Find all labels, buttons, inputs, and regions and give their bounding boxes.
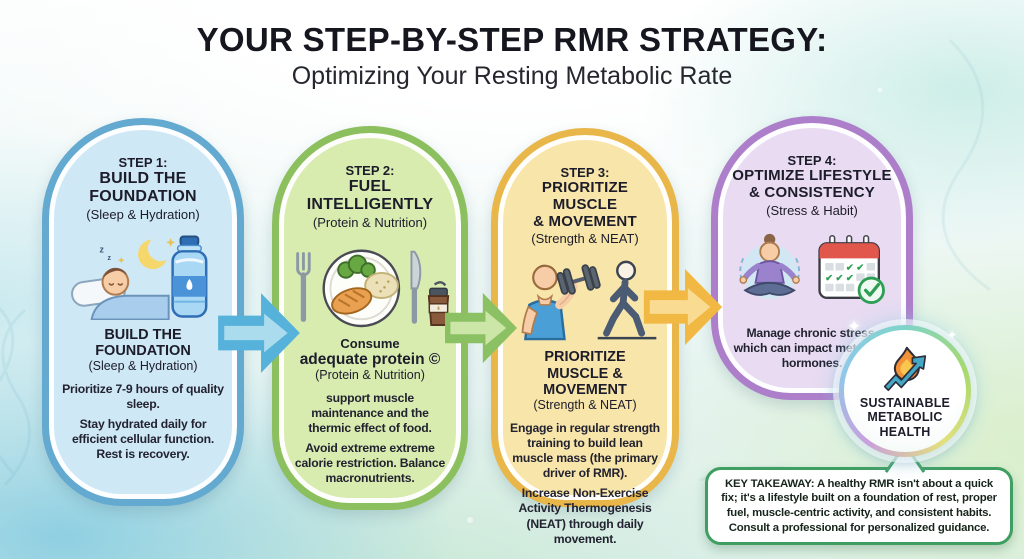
svg-text:✔: ✔ <box>846 271 854 282</box>
meditation-calendar-illustration: ✔ ✔ ✔ ✔ ✔ <box>739 233 885 304</box>
page-subtitle: Optimizing Your Resting Metabolic Rate <box>291 62 733 90</box>
arrow-step1-to-step2 <box>218 293 300 373</box>
key-takeaway-text: KEY TAKEAWAY: A healthy RMR isn't about … <box>721 477 997 534</box>
step-1-body-2: Stay hydrated daily for efficient cellul… <box>71 417 215 462</box>
step-4-title: OPTIMIZE LIFESTYLE & CONSISTENCY <box>732 167 892 201</box>
sleep-hydration-illustration: z z <box>71 235 208 320</box>
step-2-heading-pre: Consume <box>340 335 400 351</box>
svg-text:z: z <box>107 255 111 262</box>
sparkle-icon: ✦ <box>847 317 862 336</box>
sparkle-icon: ✦ <box>947 328 958 342</box>
step-2-body-1: support muscle maintenance and the therm… <box>308 390 432 436</box>
svg-text:✔: ✔ <box>856 261 864 272</box>
strength-walking-illustration <box>521 260 657 341</box>
badge-label: SUSTAINABLE METABOLIC HEALTH <box>859 396 951 439</box>
step-2-heading-sub: (Protein & Nutrition) <box>315 368 425 383</box>
step-4-subtitle: (Stress & Habit) <box>766 202 858 218</box>
step-1-heading-sub: (Sleep & Hydration) <box>88 359 198 374</box>
arrow-step2-to-step3 <box>445 292 517 364</box>
step-1-title: BUILD THE FOUNDATION <box>89 170 197 205</box>
svg-text:✔: ✔ <box>825 271 833 282</box>
step-1-subtitle: (Sleep & Hydration) <box>86 206 200 222</box>
step-2-title: FUEL INTELLIGENTLY <box>306 178 434 213</box>
arrow-step3-to-step4 <box>643 268 723 346</box>
step-3-body-1: Engage in regular strength training to b… <box>510 420 660 481</box>
step-2-subtitle: (Protein & Nutrition) <box>312 214 428 230</box>
balanced-meal-illustration <box>296 249 450 327</box>
step-3-heading-sub: (Strength & NEAT) <box>533 398 637 413</box>
key-takeaway-box: KEY TAKEAWAY: A healthy RMR isn't about … <box>705 467 1013 545</box>
step-3-title: PRIORITIZE MUSCLE & MOVEMENT <box>533 179 637 230</box>
key-takeaway-label: KEY TAKEAWAY: <box>725 477 815 490</box>
svg-text:✔: ✔ <box>846 261 854 272</box>
sustainable-health-badge: SUSTAINABLE METABOLIC HEALTH <box>839 325 971 457</box>
step-4-label: STEP 4: <box>787 153 837 168</box>
svg-text:✔: ✔ <box>836 271 844 282</box>
step-3-body-2: Increase Non-Exercise Activity Thermogen… <box>518 486 652 546</box>
flame-growth-arrow-icon <box>883 346 927 392</box>
svg-text:z: z <box>100 244 105 254</box>
step-1-label: STEP 1: <box>118 155 168 170</box>
step-3-subtitle: (Strength & NEAT) <box>531 231 639 247</box>
step-1-body-1: Prioritize 7-9 hours of quality sleep. <box>62 381 224 412</box>
header: YOUR STEP-BY-STEP RMR STRATEGY: Optimizi… <box>0 21 1024 91</box>
step-2-body-2: Avoid extreme extreme calorie restrictio… <box>294 441 446 486</box>
step-2-label: STEP 2: <box>345 163 395 178</box>
step-3-label: STEP 3: <box>560 165 610 180</box>
page-title: YOUR STEP-BY-STEP RMR STRATEGY: <box>196 21 828 58</box>
step-1-heading: BUILD THE FOUNDATION <box>95 326 191 359</box>
step-3-heading: PRIORITIZE MUSCLE & MOVEMENT <box>543 349 627 398</box>
step-1-card: STEP 1: BUILD THE FOUNDATION (Sleep & Hy… <box>42 118 244 506</box>
step-2-heading: adequate protein © <box>299 350 441 368</box>
